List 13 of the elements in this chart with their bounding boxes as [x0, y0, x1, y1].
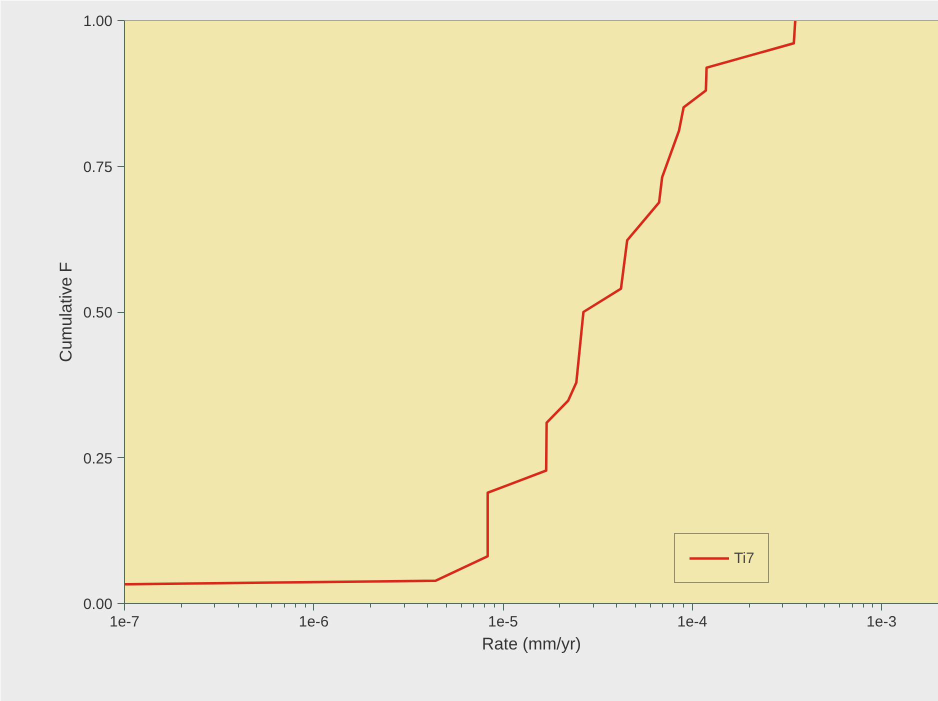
x-axis-title: Rate (mm/yr)	[482, 634, 582, 654]
x-tick-label: 1e-6	[298, 614, 329, 630]
x-tick-label: 1e-4	[677, 614, 708, 630]
x-tick-label: 1e-5	[488, 614, 518, 630]
y-tick-label: 0.00	[83, 596, 113, 613]
y-tick-label: 0.50	[83, 304, 113, 322]
y-tick-label: 0.25	[83, 450, 113, 468]
x-tick-label: 1e-7	[109, 614, 140, 630]
y-tick-label: 1.00	[83, 13, 113, 30]
y-axis-title: Cumulative F	[56, 262, 76, 362]
x-tick-label: 1e-3	[866, 614, 897, 630]
y-tick-label: 0.75	[83, 158, 113, 176]
legend-label: Ti7	[734, 550, 754, 566]
